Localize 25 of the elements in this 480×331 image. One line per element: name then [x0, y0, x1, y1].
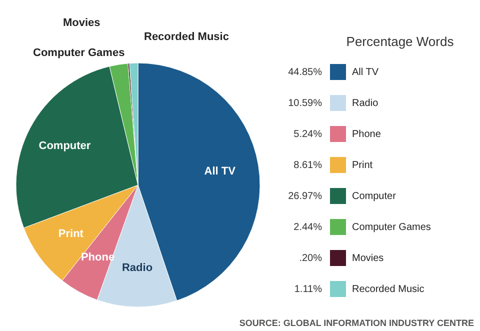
slice-label: Computer — [38, 140, 92, 152]
legend-label: All TV — [352, 67, 379, 78]
slice-label: Recorded Music — [144, 31, 229, 43]
slice-label: All TV — [204, 166, 236, 178]
source-note: SOURCE: GLOBAL INFORMATION INDUSTRY CENTRE — [239, 318, 474, 328]
data-label: 26.97% — [288, 191, 322, 202]
data-label: 5.24% — [294, 129, 322, 140]
data-label: 44.85% — [288, 67, 322, 78]
legend-title: Percentage Words — [346, 34, 454, 49]
legend-label: Radio — [352, 98, 379, 109]
slice-label: Print — [58, 228, 84, 240]
data-label: 8.61% — [294, 160, 322, 171]
legend-label: Movies — [352, 253, 384, 264]
legend-label: Recorded Music — [352, 284, 424, 295]
legend-label: Print — [352, 160, 373, 171]
data-label: 10.59% — [288, 98, 322, 109]
legend-label: Computer Games — [352, 222, 431, 233]
data-label: 1.11% — [294, 284, 322, 295]
category-label: Movies — [63, 17, 100, 29]
legend-label: Computer — [352, 191, 397, 202]
slice-label: Computer Games — [33, 47, 125, 59]
data-label: 2.44% — [294, 222, 322, 233]
legend-label: Phone — [352, 129, 382, 140]
slice-label: Radio — [122, 262, 153, 274]
data-label: .20% — [299, 253, 322, 264]
